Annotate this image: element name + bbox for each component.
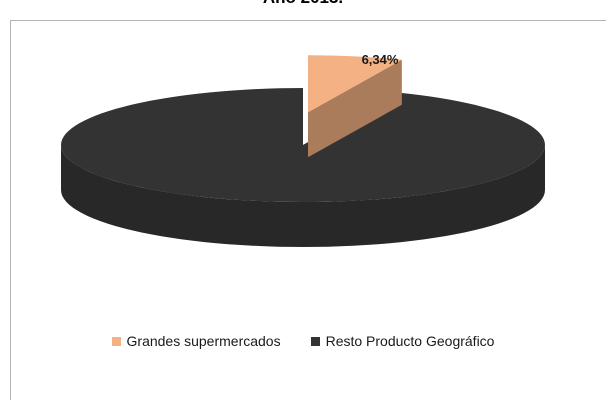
slice-top xyxy=(307,55,402,113)
legend-swatch xyxy=(310,336,320,346)
legend-swatch xyxy=(111,336,121,346)
slice-rim xyxy=(61,145,545,247)
slice-grandes-supermercados xyxy=(307,55,402,158)
slice-resto-producto xyxy=(61,88,545,247)
legend: Grandes supermercados Resto Producto Geo… xyxy=(0,333,606,349)
legend-label: Grandes supermercados xyxy=(126,333,281,349)
legend-item-grandes-supermercados: Grandes supermercados xyxy=(111,333,281,349)
slice-top xyxy=(61,88,545,202)
pie-chart: 6,34% xyxy=(61,52,545,247)
legend-label: Resto Producto Geográfico xyxy=(325,333,495,349)
data-label-grandes-supermercados: 6,34% xyxy=(362,52,399,67)
chart-frame xyxy=(10,20,606,400)
slice-wall-end xyxy=(307,59,402,158)
chart-title: Año 2013. xyxy=(0,0,606,8)
legend-item-resto-producto: Resto Producto Geográfico xyxy=(310,333,495,349)
